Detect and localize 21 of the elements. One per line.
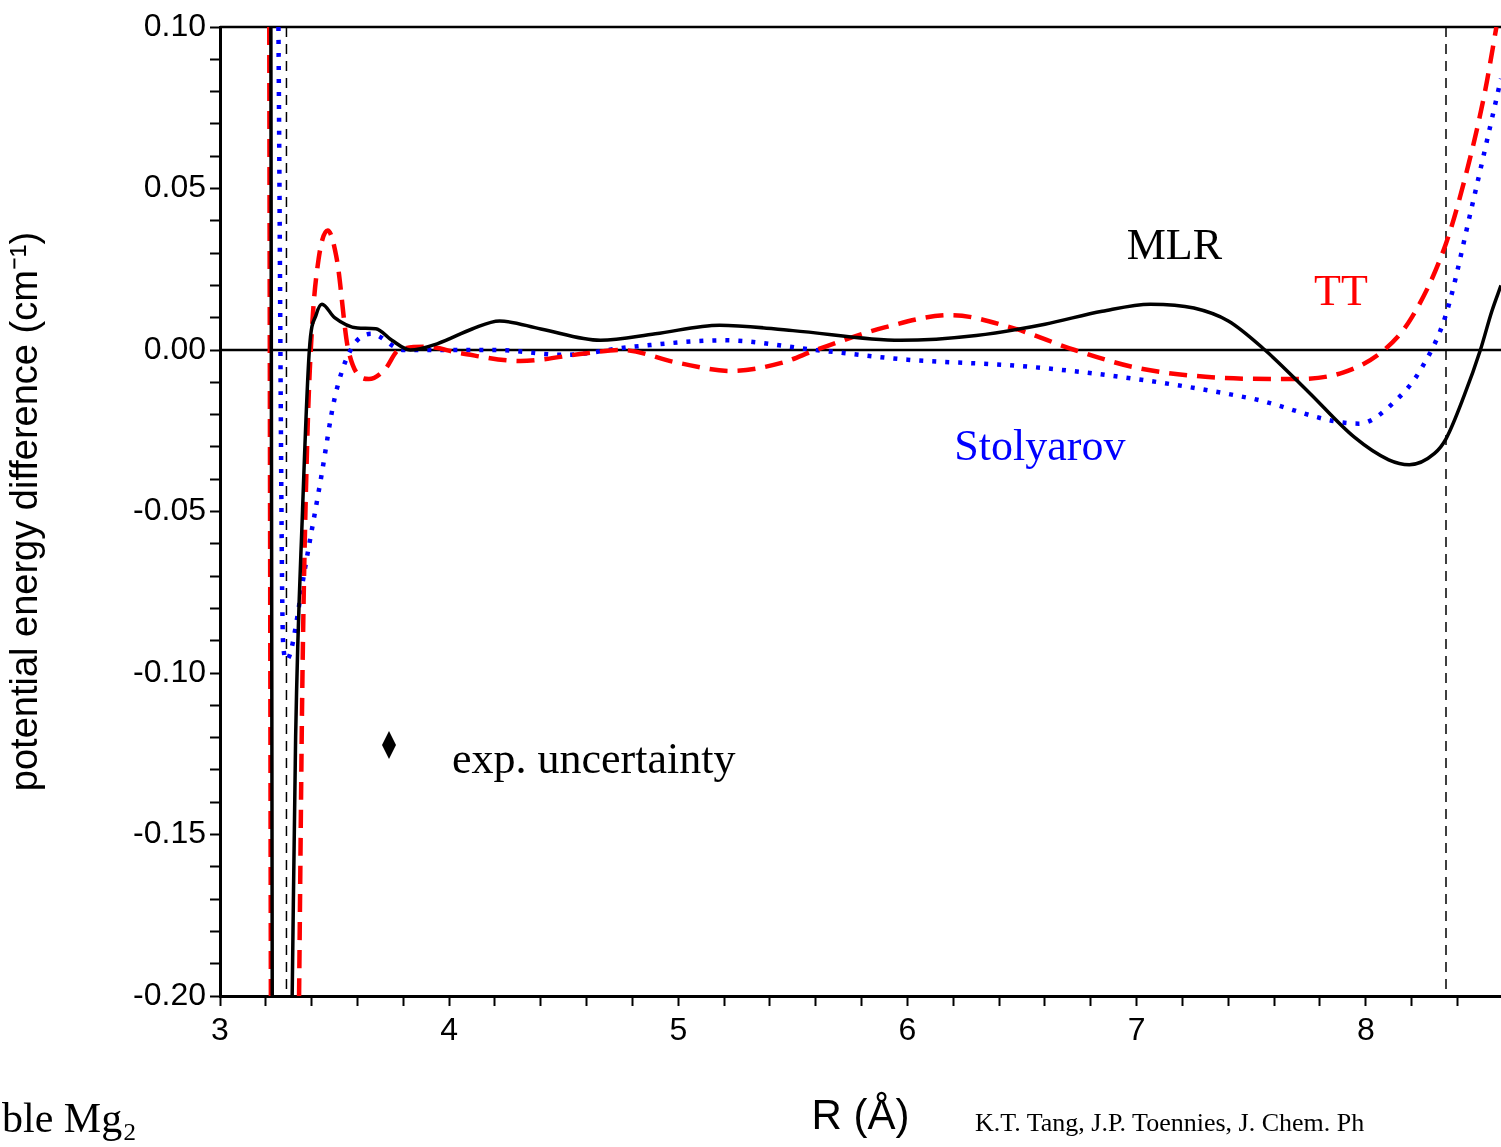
series-label: Stolyarov xyxy=(954,421,1126,471)
x-tick-label: 5 xyxy=(669,1011,688,1048)
series-label: TT xyxy=(1313,266,1368,316)
text: ble Mg₂ xyxy=(2,1094,137,1142)
y-tick-label: 0.05 xyxy=(143,168,206,205)
y-tick-label: -0.20 xyxy=(133,975,206,1012)
y-tick-label: 0.00 xyxy=(143,329,206,366)
x-tick-label: 3 xyxy=(211,1011,229,1048)
x-tick-label: 4 xyxy=(440,1011,459,1048)
y-tick-label: -0.15 xyxy=(133,814,206,851)
x-tick-label: 6 xyxy=(898,1011,917,1048)
y-tick-label: -0.10 xyxy=(133,652,206,689)
y-axis-title: potential energy difference (cm⁻¹) xyxy=(3,231,46,792)
text: K.T. Tang, J.P. Toennies, J. Chem. Ph xyxy=(975,1108,1365,1138)
x-tick-label: 8 xyxy=(1356,1011,1375,1048)
y-tick-label: -0.05 xyxy=(133,491,206,528)
x-axis-title: R (Å) xyxy=(811,1091,910,1139)
annotation: exp. uncertainty xyxy=(452,733,736,784)
series-label: MLR xyxy=(1126,220,1223,270)
y-tick-label: 0.10 xyxy=(143,6,206,43)
x-tick-label: 7 xyxy=(1127,1011,1146,1048)
